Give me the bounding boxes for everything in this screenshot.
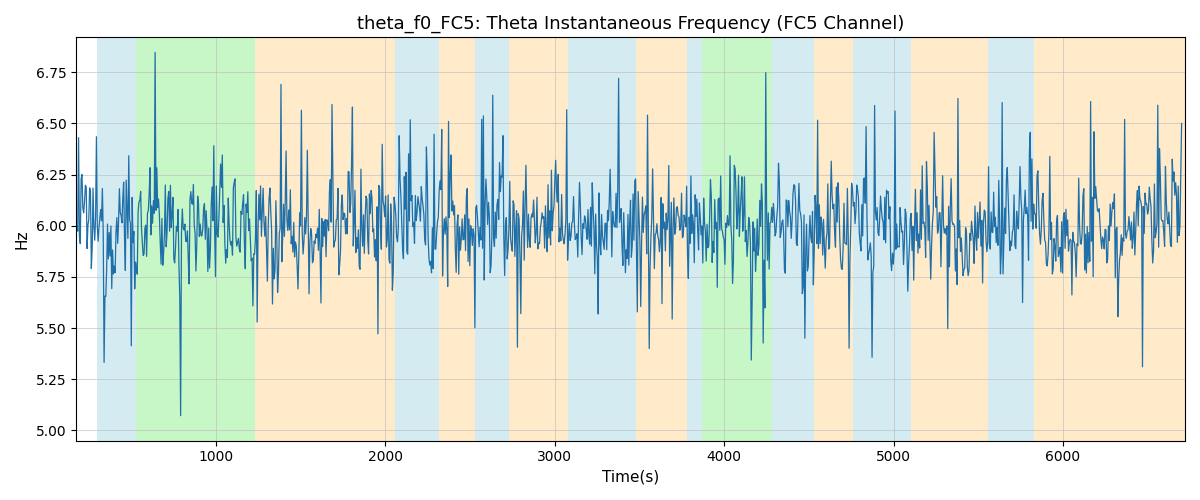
Bar (439, 38, 475, 440)
Bar (636, 38, 686, 440)
Bar (569, 38, 636, 440)
Bar (772, 38, 814, 440)
Bar (702, 38, 772, 440)
Title: theta_f0_FC5: Theta Instantaneous Frequency (FC5 Channel): theta_f0_FC5: Theta Instantaneous Freque… (356, 15, 905, 34)
Bar (97, 38, 136, 440)
Bar (254, 38, 396, 440)
Y-axis label: Hz: Hz (14, 230, 30, 249)
Bar (396, 38, 439, 440)
Bar (814, 38, 853, 440)
Bar (989, 38, 1034, 440)
Bar (686, 38, 702, 440)
Bar (475, 38, 509, 440)
Bar (911, 38, 989, 440)
Bar (853, 38, 911, 440)
Bar (136, 38, 254, 440)
Bar (509, 38, 569, 440)
X-axis label: Time(s): Time(s) (602, 470, 659, 485)
Bar (1034, 38, 1186, 440)
